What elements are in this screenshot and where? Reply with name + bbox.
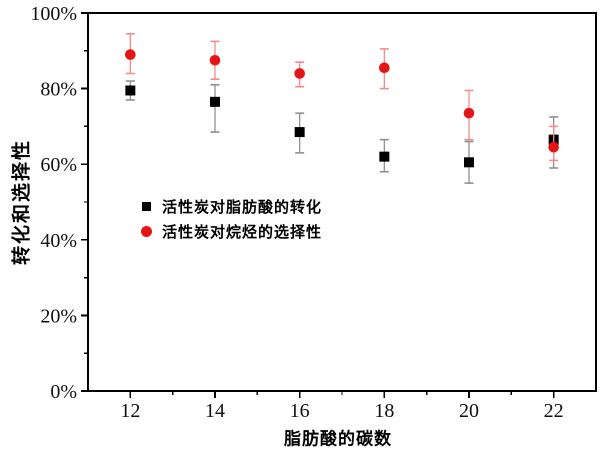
legend-label-selectivity: 活性炭对烷烃的选择性: [162, 223, 323, 241]
data-point-square: [294, 127, 305, 138]
x-tick-label: 22: [544, 400, 564, 422]
data-point-circle: [125, 49, 136, 60]
y-tick-label: 0%: [50, 381, 77, 403]
circle-marker-icon: [141, 225, 152, 237]
data-point-square: [210, 96, 220, 107]
x-tick-label: 16: [290, 400, 310, 422]
y-tick-label: 20%: [40, 305, 77, 327]
legend-label-conversion: 活性炭对脂肪酸的转化: [162, 198, 323, 216]
x-tick-label: 18: [374, 400, 394, 422]
data-point-square: [379, 151, 390, 162]
x-tick-label: 14: [205, 400, 225, 422]
data-point-circle: [209, 54, 221, 66]
data-point-square: [464, 157, 474, 168]
y-tick-label: 40%: [40, 230, 77, 252]
y-tick-label: 80%: [40, 79, 77, 101]
data-point-circle: [463, 107, 475, 119]
data-point-square: [125, 85, 136, 96]
legend-item-conversion: 活性炭对脂肪酸的转化: [140, 194, 322, 218]
data-point-circle: [379, 62, 390, 74]
legend: 活性炭对脂肪酸的转化 活性炭对烷烃的选择性: [140, 194, 322, 243]
y-axis-label: 转化和选择性: [11, 138, 33, 266]
y-tick-label: 60%: [40, 154, 77, 176]
data-point-circle: [548, 141, 559, 153]
x-tick-label: 12: [120, 400, 140, 422]
x-tick-label: 20: [459, 400, 479, 422]
data-point-circle: [294, 68, 305, 79]
legend-item-selectivity: 活性炭对烷烃的选择性: [140, 219, 322, 243]
x-axis-label: 脂肪酸的碳数: [284, 429, 392, 449]
y-tick-label: 100%: [30, 3, 77, 25]
square-marker-icon: [142, 201, 151, 211]
